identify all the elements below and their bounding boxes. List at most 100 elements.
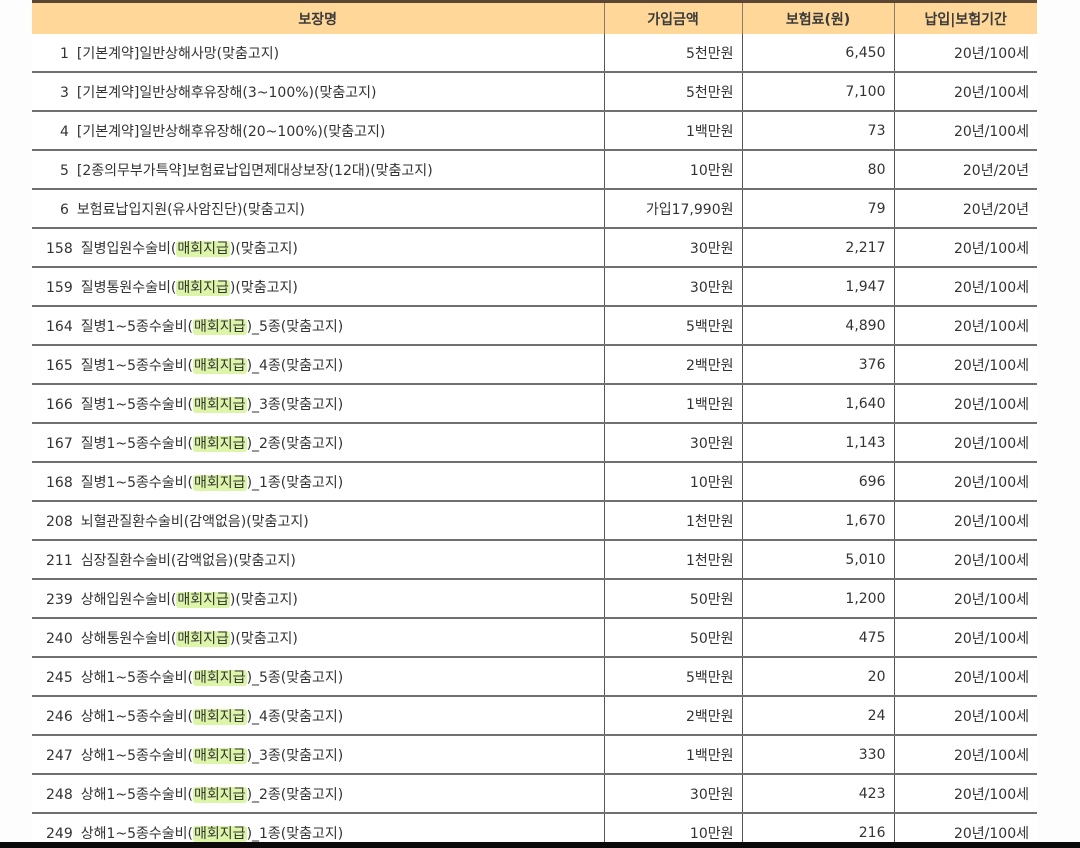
coverage-name-text: 상해1~5종수술비( [80, 786, 194, 803]
payment-period-cell: 20년/100세 [893, 305, 1037, 345]
premium-cell: 2,217 [741, 227, 894, 267]
payment-period-cell: 20년/100세 [893, 617, 1037, 657]
coverage-name-cell: 168 질병1~5종수술비(매회지급)_1종(맞춤고지) [32, 461, 604, 501]
row-number: 167 [46, 435, 73, 452]
insured-amount-cell: 30만원 [603, 227, 742, 267]
coverage-name-suffix: )(맞춤고지) [229, 591, 298, 608]
table-row: 158 질병입원수술비(매회지급)(맞춤고지) 30만원 2,217 20년/100세 [32, 227, 1037, 267]
header-insured-amount: 가입금액 [603, 3, 742, 34]
table-row: 164 질병1~5종수술비(매회지급)_5종(맞춤고지) 5백만원 4,890 20년/… [32, 305, 1037, 345]
coverage-name-text: 질병1~5종수술비( [80, 396, 194, 413]
payment-period-cell: 20년/100세 [893, 539, 1037, 579]
premium-cell: 1,670 [741, 500, 894, 540]
payment-period-cell: 20년/100세 [893, 773, 1037, 813]
row-number: 239 [46, 591, 73, 608]
payment-period-cell: 20년/100세 [893, 227, 1037, 267]
table-row: 168 질병1~5종수술비(매회지급)_1종(맞춤고지) 10만원 696 20년/10… [32, 461, 1037, 501]
table-row: 166 질병1~5종수술비(매회지급)_3종(맞춤고지) 1백만원 1,640 20년/… [32, 383, 1037, 423]
coverage-name-cell: 246 상해1~5종수술비(매회지급)_4종(맞춤고지) [32, 695, 604, 735]
coverage-table: 보장명 가입금액 보험료(원) 납입|보험기간 1 [기본계약]일반상해사망(맞춤… [32, 3, 1037, 848]
insured-amount-cell: 1천만원 [603, 500, 742, 540]
row-number: 246 [46, 708, 73, 725]
row-number: 248 [46, 786, 73, 803]
insured-amount-cell: 가입17,990원 [603, 188, 742, 228]
table-row: 4 [기본계약]일반상해후유장해(20~100%)(맞춤고지) 1백만원 73 20년/… [32, 110, 1037, 150]
payment-period-cell: 20년/100세 [893, 266, 1037, 306]
table-row: 239 상해입원수술비(매회지급)(맞춤고지) 50만원 1,200 20년/100세 [32, 578, 1037, 618]
payment-period-cell: 20년/100세 [893, 500, 1037, 540]
coverage-name-cell: 5 [2종의무부가특약]보험료납입면제대상보장(12대)(맞춤고지) [32, 149, 604, 189]
premium-cell: 20 [741, 656, 894, 696]
premium-cell: 423 [741, 773, 894, 813]
premium-cell: 1,143 [741, 422, 894, 462]
coverage-name-text: 질병1~5종수술비( [80, 474, 194, 491]
coverage-name-suffix: )_1종(맞춤고지) [246, 474, 344, 491]
coverage-name-text: 질병1~5종수술비( [80, 318, 194, 335]
coverage-name-text: 질병1~5종수술비( [80, 435, 194, 452]
premium-cell: 1,640 [741, 383, 894, 423]
coverage-name-cell: 165 질병1~5종수술비(매회지급)_4종(맞춤고지) [32, 344, 604, 384]
coverage-name-cell: 239 상해입원수술비(매회지급)(맞춤고지) [32, 578, 604, 618]
insured-amount-cell: 50만원 [603, 617, 742, 657]
highlighted-text: 매회지급 [193, 357, 247, 374]
coverage-name-text: 상해1~5종수술비( [80, 669, 194, 686]
insured-amount-cell: 2백만원 [603, 695, 742, 735]
coverage-name-suffix: )_2종(맞춤고지) [246, 435, 344, 452]
row-number: 164 [46, 318, 73, 335]
premium-cell: 24 [741, 695, 894, 735]
coverage-name-suffix: )_2종(맞춤고지) [246, 786, 344, 803]
row-number: 6 [60, 201, 69, 218]
coverage-name-suffix: )_4종(맞춤고지) [246, 708, 344, 725]
row-number: 1 [60, 45, 69, 62]
coverage-name-text: 상해1~5종수술비( [80, 825, 194, 842]
insured-amount-cell: 50만원 [603, 578, 742, 618]
coverage-name-cell: 159 질병통원수술비(매회지급)(맞춤고지) [32, 266, 604, 306]
table-row: 240 상해통원수술비(매회지급)(맞춤고지) 50만원 475 20년/100세 [32, 617, 1037, 657]
premium-cell: 376 [741, 344, 894, 384]
row-number: 208 [46, 513, 73, 530]
payment-period-cell: 20년/20년 [893, 188, 1037, 228]
coverage-name-text: 보험료납입지원(유사암진단)(맞춤고지) [76, 201, 305, 218]
highlighted-text: 매회지급 [193, 474, 247, 491]
header-coverage-name: 보장명 [32, 3, 604, 34]
highlighted-text: 매회지급 [176, 279, 230, 296]
coverage-name-cell: 240 상해통원수술비(매회지급)(맞춤고지) [32, 617, 604, 657]
coverage-name-text: 질병입원수술비( [80, 240, 177, 257]
coverage-name-cell: 208 뇌혈관질환수술비(감액없음)(맞춤고지) [32, 500, 604, 540]
insured-amount-cell: 10만원 [603, 149, 742, 189]
highlighted-text: 매회지급 [176, 630, 230, 647]
row-number: 211 [46, 552, 73, 569]
table-row: 3 [기본계약]일반상해후유장해(3~100%)(맞춤고지) 5천만원 7,100 20… [32, 71, 1037, 111]
table-row: 5 [2종의무부가특약]보험료납입면제대상보장(12대)(맞춤고지) 10만원 80 2… [32, 149, 1037, 189]
coverage-name-text: 질병1~5종수술비( [80, 357, 194, 374]
payment-period-cell: 20년/100세 [893, 422, 1037, 462]
coverage-name-text: 질병통원수술비( [80, 279, 177, 296]
coverage-name-suffix: )_3종(맞춤고지) [246, 747, 344, 764]
payment-period-cell: 20년/100세 [893, 383, 1037, 423]
table-row: 247 상해1~5종수술비(매회지급)_3종(맞춤고지) 1백만원 330 20년/10… [32, 734, 1037, 774]
coverage-name-cell: 211 심장질환수술비(감액없음)(맞춤고지) [32, 539, 604, 579]
coverage-name-cell: 3 [기본계약]일반상해후유장해(3~100%)(맞춤고지) [32, 71, 604, 111]
coverage-name-text: [기본계약]일반상해후유장해(20~100%)(맞춤고지) [76, 123, 386, 140]
payment-period-cell: 20년/100세 [893, 656, 1037, 696]
coverage-name-cell: 4 [기본계약]일반상해후유장해(20~100%)(맞춤고지) [32, 110, 604, 150]
premium-cell: 5,010 [741, 539, 894, 579]
payment-period-cell: 20년/100세 [893, 734, 1037, 774]
insured-amount-cell: 1천만원 [603, 539, 742, 579]
payment-period-cell: 20년/100세 [893, 344, 1037, 384]
coverage-name-cell: 248 상해1~5종수술비(매회지급)_2종(맞춤고지) [32, 773, 604, 813]
premium-cell: 475 [741, 617, 894, 657]
row-number: 4 [60, 123, 69, 140]
premium-cell: 7,100 [741, 71, 894, 111]
payment-period-cell: 20년/20년 [893, 149, 1037, 189]
insured-amount-cell: 1백만원 [603, 383, 742, 423]
insured-amount-cell: 5천만원 [603, 71, 742, 111]
premium-cell: 330 [741, 734, 894, 774]
insured-amount-cell: 1백만원 [603, 734, 742, 774]
coverage-name-cell: 245 상해1~5종수술비(매회지급)_5종(맞춤고지) [32, 656, 604, 696]
table-row: 167 질병1~5종수술비(매회지급)_2종(맞춤고지) 30만원 1,143 20년/… [32, 422, 1037, 462]
coverage-name-suffix: )(맞춤고지) [229, 630, 298, 647]
row-number: 249 [46, 825, 73, 842]
coverage-name-text: [기본계약]일반상해사망(맞춤고지) [76, 45, 280, 62]
